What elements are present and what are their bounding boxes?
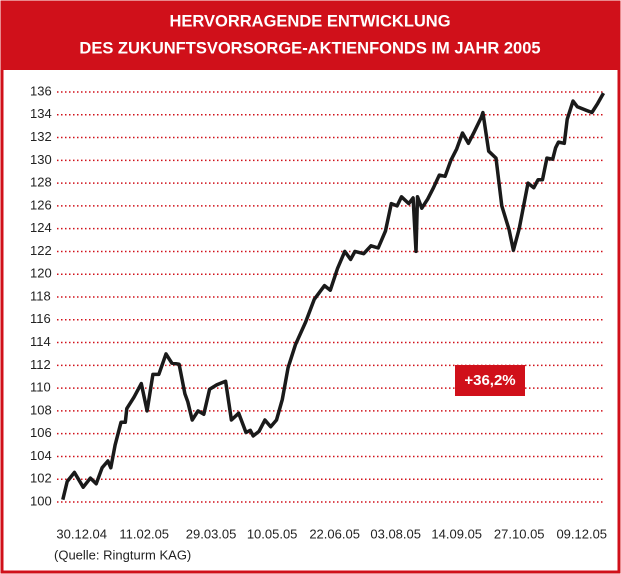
y-tick-label: 130 [30, 152, 52, 167]
y-tick-label: 114 [30, 334, 51, 349]
y-tick-label: 124 [30, 220, 52, 235]
x-tick-label: 30.12.04 [56, 526, 107, 541]
y-tick-label: 122 [30, 243, 52, 258]
source: (Quelle: Ringturm KAG) [54, 547, 191, 562]
y-tick-label: 126 [30, 197, 52, 212]
header [2, 2, 619, 70]
y-tick-label: 118 [30, 288, 51, 303]
y-tick-label: 116 [30, 311, 51, 326]
x-tick-label: 27.10.05 [494, 526, 545, 541]
chart-title: DES ZUKUNFTSVORSORGE-AKTIENFONDS IM JAHR… [79, 39, 540, 57]
y-tick-label: 136 [30, 83, 52, 98]
line [61, 92, 606, 501]
x-tick-label: 09.12.05 [556, 526, 607, 541]
y-tick-label: 102 [30, 471, 52, 486]
annotation-box [455, 365, 525, 396]
y-tick-label: 128 [30, 175, 52, 190]
annotation: +36,2% [464, 372, 515, 389]
x-tick-label: 10.05.05 [247, 526, 298, 541]
y-tick-label: 106 [30, 425, 52, 440]
x-tick-label: 29.03.05 [186, 526, 237, 541]
x-tick-label: 14.09.05 [431, 526, 482, 541]
y-tick-label: 110 [30, 380, 51, 395]
x-tick-label: 03.08.05 [370, 526, 421, 541]
x-tick-label: 22.06.05 [309, 526, 360, 541]
y-tick-label: 104 [30, 448, 52, 463]
y-tick-label: 120 [30, 266, 52, 281]
y-tick-label: 134 [30, 106, 52, 121]
y-tick-label: 108 [30, 402, 52, 417]
y-tick-label: 132 [30, 129, 52, 144]
chart-title: HERVORRAGENDE ENTWICKLUNG [169, 12, 450, 30]
y-tick-label: 100 [30, 493, 52, 508]
y-tick-label: 112 [30, 357, 51, 372]
x-tick-label: 11.02.05 [119, 526, 169, 541]
